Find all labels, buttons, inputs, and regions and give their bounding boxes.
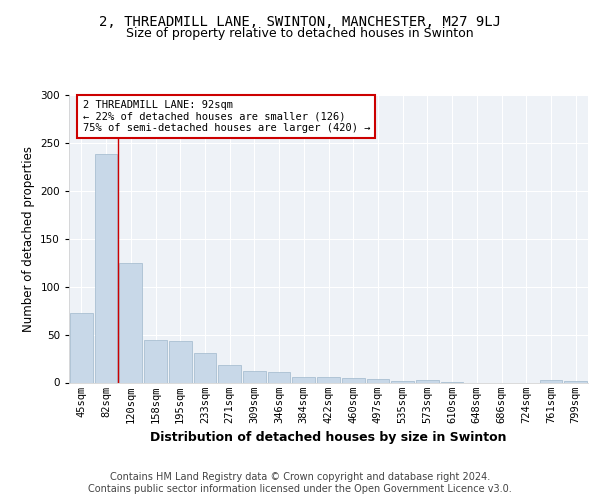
Text: 2 THREADMILL LANE: 92sqm
← 22% of detached houses are smaller (126)
75% of semi-: 2 THREADMILL LANE: 92sqm ← 22% of detach… xyxy=(83,100,370,133)
Bar xyxy=(119,262,142,382)
Text: Contains HM Land Registry data © Crown copyright and database right 2024.
Contai: Contains HM Land Registry data © Crown c… xyxy=(88,472,512,494)
Bar xyxy=(70,312,93,382)
Bar xyxy=(169,342,191,382)
Bar xyxy=(342,378,365,382)
Bar xyxy=(243,371,266,382)
Bar xyxy=(194,353,216,382)
Bar xyxy=(564,380,587,382)
Text: 2, THREADMILL LANE, SWINTON, MANCHESTER, M27 9LJ: 2, THREADMILL LANE, SWINTON, MANCHESTER,… xyxy=(99,15,501,29)
Bar xyxy=(144,340,167,382)
Y-axis label: Number of detached properties: Number of detached properties xyxy=(22,146,35,332)
Bar xyxy=(95,154,118,382)
Bar xyxy=(268,372,290,382)
Bar xyxy=(367,378,389,382)
Bar xyxy=(218,365,241,382)
Bar xyxy=(416,380,439,382)
Bar xyxy=(391,380,414,382)
Bar xyxy=(317,377,340,382)
Bar xyxy=(292,377,315,382)
Bar xyxy=(539,380,562,382)
Text: Size of property relative to detached houses in Swinton: Size of property relative to detached ho… xyxy=(126,28,474,40)
X-axis label: Distribution of detached houses by size in Swinton: Distribution of detached houses by size … xyxy=(150,431,507,444)
